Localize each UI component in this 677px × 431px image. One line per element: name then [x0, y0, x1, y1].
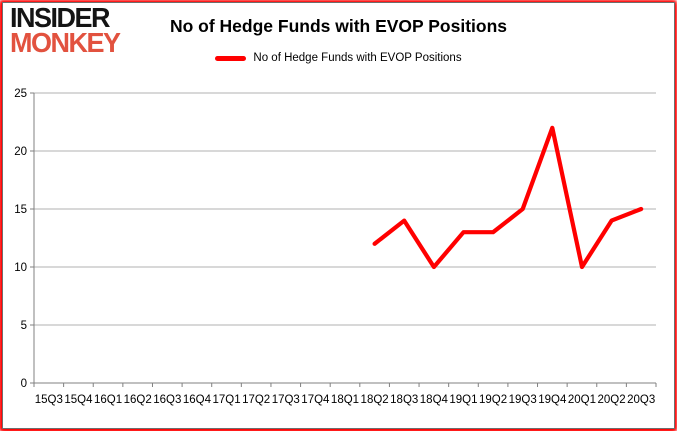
logo-text-insider: INSIDER — [10, 1, 111, 34]
x-axis-label: 17Q4 — [301, 394, 330, 406]
x-axis-label: 17Q1 — [212, 394, 240, 406]
x-axis-label: 20Q1 — [568, 394, 596, 406]
y-axis-label: 15 — [14, 204, 27, 216]
x-axis-label: 18Q2 — [361, 394, 389, 406]
x-axis-label: 18Q4 — [420, 394, 449, 406]
x-axis-label: 16Q4 — [183, 394, 212, 406]
x-axis-label: 15Q4 — [64, 394, 93, 406]
y-axis-label: 20 — [14, 146, 27, 158]
x-axis-label: 20Q2 — [598, 394, 626, 406]
x-axis-label: 17Q3 — [272, 394, 300, 406]
y-axis-label: 25 — [14, 88, 27, 100]
y-axis-label: 5 — [21, 320, 27, 332]
x-axis-label: 19Q3 — [509, 394, 537, 406]
x-axis-label: 18Q1 — [331, 394, 359, 406]
x-axis-label: 19Q4 — [538, 394, 567, 406]
legend-label: No of Hedge Funds with EVOP Positions — [253, 52, 462, 64]
x-axis-label: 20Q3 — [627, 394, 655, 406]
legend-line-swatch — [215, 55, 247, 61]
x-axis-label: 18Q3 — [390, 394, 418, 406]
x-axis-label: 19Q1 — [449, 394, 477, 406]
series-line — [372, 125, 644, 270]
x-axis-label: 16Q2 — [124, 394, 152, 406]
insider-monkey-logo: INSIDER MONKEY — [10, 1, 121, 58]
x-axis-label: 19Q2 — [479, 394, 507, 406]
x-axis-label: 15Q3 — [35, 394, 63, 406]
x-axis-label: 16Q3 — [153, 394, 181, 406]
logo-text-monkey: MONKEY — [10, 26, 121, 58]
y-axis-label: 10 — [14, 262, 27, 274]
chart-title: No of Hedge Funds with EVOP Positions — [169, 16, 508, 36]
x-axis-label: 16Q1 — [94, 394, 122, 406]
y-axis-label: 0 — [21, 378, 27, 390]
x-axis-label: 17Q2 — [242, 394, 270, 406]
chart-legend: No of Hedge Funds with EVOP Positions — [0, 52, 677, 64]
